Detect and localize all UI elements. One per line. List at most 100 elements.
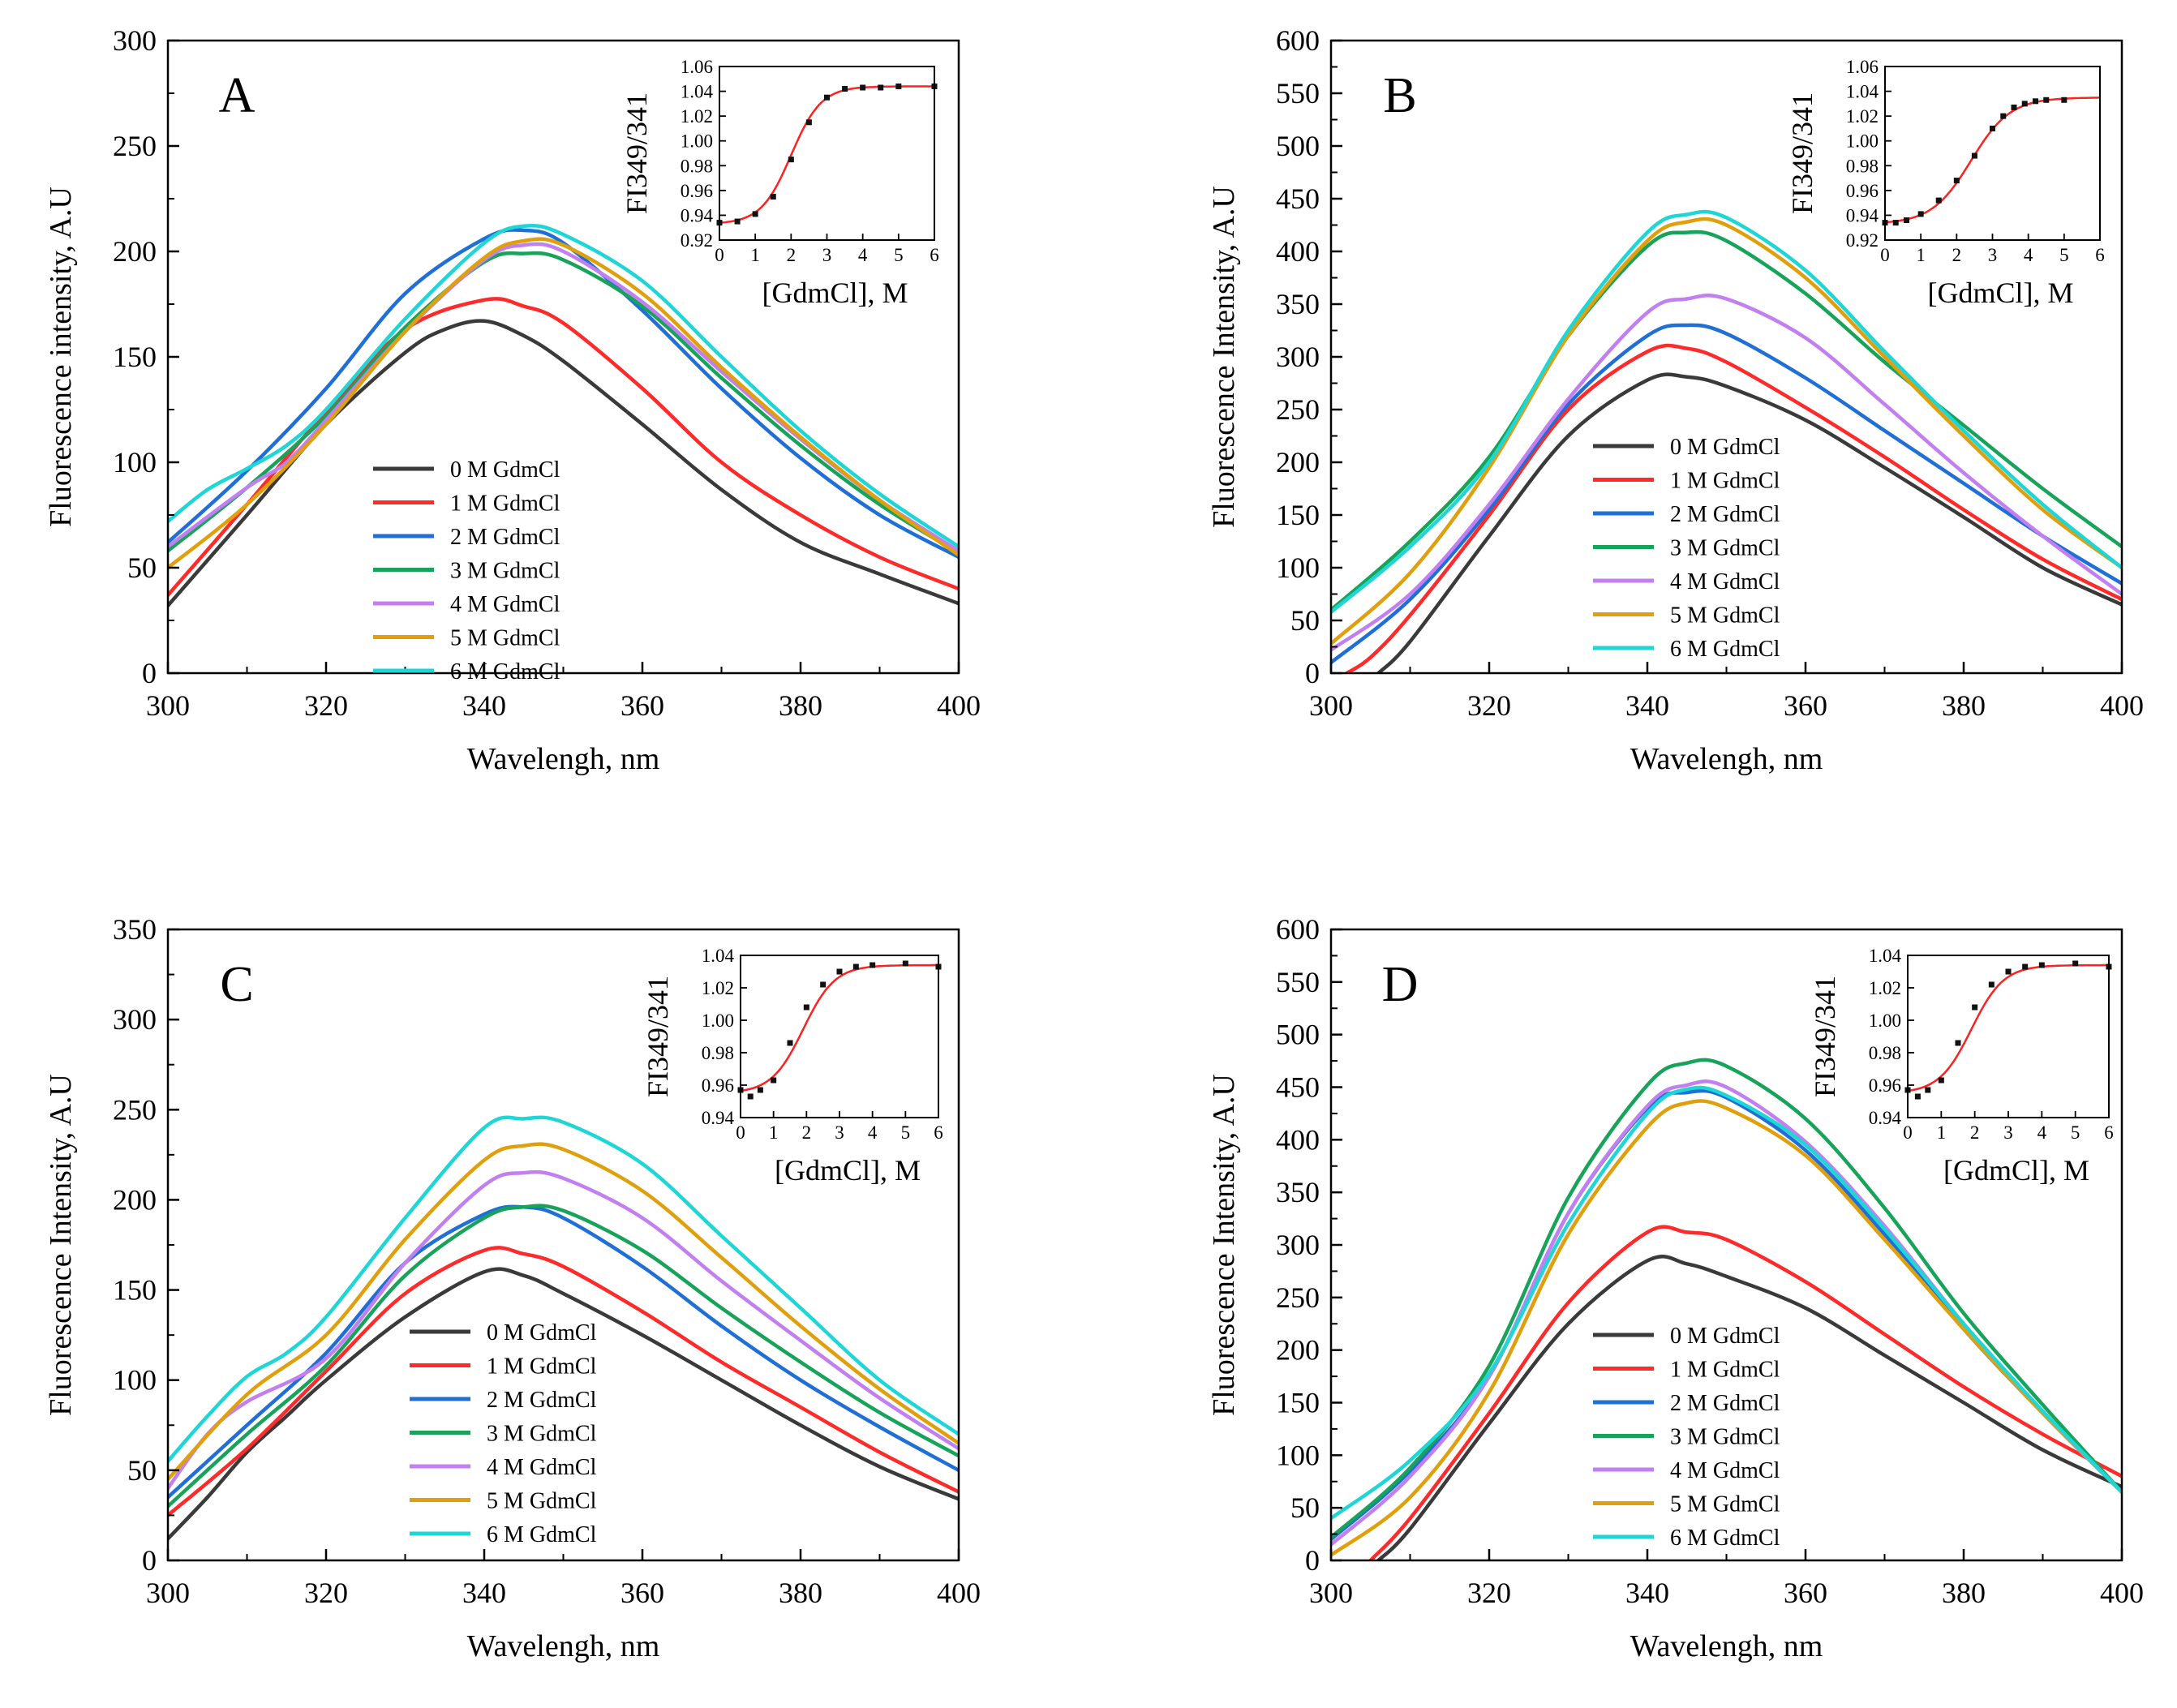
inset-x-tick-label: 6 bbox=[930, 245, 939, 265]
inset-x-tick-label: 6 bbox=[934, 1122, 943, 1143]
inset-data-point bbox=[1938, 1077, 1944, 1084]
legend-label: 3 M GdmCl bbox=[450, 559, 560, 584]
inset-y-tick-label: 0.96 bbox=[681, 181, 713, 201]
legend-label: 0 M GdmCl bbox=[1670, 1324, 1780, 1349]
y-tick-label: 250 bbox=[1276, 1281, 1320, 1314]
series-line-5m bbox=[1331, 1099, 2122, 1557]
inset-x-tick-label: 0 bbox=[736, 1122, 745, 1143]
inset-x-tick-label: 5 bbox=[2059, 245, 2069, 265]
inset-data-point bbox=[747, 1093, 754, 1100]
y-tick-label: 50 bbox=[1290, 604, 1320, 637]
inset-data-point bbox=[1935, 197, 1942, 204]
inset-x-tick-label: 4 bbox=[2037, 1122, 2047, 1143]
inset-x-tick-label: 5 bbox=[2071, 1122, 2080, 1143]
inset-x-tick-label: 0 bbox=[715, 245, 724, 265]
inset-y-tick-label: 0.94 bbox=[1846, 205, 1879, 225]
series-group bbox=[1331, 1058, 2122, 1560]
inset-x-tick-label: 4 bbox=[858, 245, 868, 265]
inset-x-tick-label: 2 bbox=[802, 1122, 812, 1143]
panel-letter: B bbox=[1383, 68, 1416, 123]
series-line-3m bbox=[168, 251, 959, 556]
inset-y-tick-label: 1.06 bbox=[681, 57, 713, 77]
legend-label: 6 M GdmCl bbox=[1670, 1526, 1780, 1551]
y-tick-label: 0 bbox=[142, 657, 157, 689]
x-tick-label: 360 bbox=[620, 1577, 664, 1609]
inset-x-axis-label: [GdmCl], M bbox=[1943, 1154, 2089, 1187]
inset-data-point bbox=[902, 960, 908, 967]
inset-y-tick-label: 0.96 bbox=[1846, 181, 1879, 201]
panel-letter: C bbox=[220, 957, 253, 1012]
x-tick-label: 300 bbox=[146, 1577, 190, 1609]
legend-label: 1 M GdmCl bbox=[487, 1354, 597, 1380]
inset-data-point bbox=[2072, 960, 2079, 967]
legend-label: 5 M GdmCl bbox=[487, 1489, 597, 1514]
inset-fit-curve bbox=[1907, 963, 2109, 1092]
inset-frame bbox=[1884, 66, 2101, 241]
y-tick-label: 50 bbox=[127, 1454, 157, 1487]
x-tick-label: 380 bbox=[1942, 689, 1986, 722]
inset-y-tick-label: 0.94 bbox=[1869, 1108, 1902, 1128]
inset-data-point bbox=[1955, 1040, 1961, 1046]
inset-y-axis-label: FI349/341 bbox=[620, 92, 653, 214]
inset-x-tick-label: 6 bbox=[2104, 1122, 2114, 1143]
inset-data-point bbox=[787, 1040, 793, 1046]
inset-data-point bbox=[2022, 963, 2029, 970]
series-line-4m bbox=[168, 1169, 959, 1491]
inset-data-point bbox=[2011, 104, 2017, 110]
inset-plot: 0 1 2 3 4 5 6 0.92 0.94 0.96 0.98 1.00 1.02 1.04 1.06 [… bbox=[620, 57, 939, 309]
inset-fit-curve bbox=[1884, 97, 2101, 224]
legend-label: 0 M GdmCl bbox=[450, 457, 560, 483]
inset-y-tick-label: 0.98 bbox=[702, 1043, 734, 1063]
inset-x-tick-label: 2 bbox=[1952, 245, 1962, 265]
y-tick-label: 350 bbox=[1276, 1176, 1320, 1208]
y-tick-label: 600 bbox=[1276, 913, 1320, 946]
x-tick-label: 400 bbox=[937, 689, 981, 722]
legend-label: 2 M GdmCl bbox=[1670, 1391, 1780, 1416]
inset-data-point bbox=[803, 1004, 809, 1011]
x-axis-label: Wavelengh, nm bbox=[1630, 742, 1823, 776]
x-tick-label: 340 bbox=[1625, 1577, 1669, 1609]
inset-data-point bbox=[805, 119, 812, 126]
legend-label: 3 M GdmCl bbox=[1670, 536, 1780, 561]
inset-data-point bbox=[2021, 101, 2028, 107]
x-tick-label: 320 bbox=[1467, 689, 1511, 722]
series-line-3m bbox=[1331, 230, 2122, 612]
panel-d: 300 320 340 360 380 4000501001502002503003504… bbox=[1207, 913, 2144, 1663]
series-line-2m bbox=[1331, 323, 2122, 665]
series-line-0m bbox=[168, 1267, 959, 1541]
series-line-0m bbox=[1376, 1255, 2122, 1560]
inset-x-tick-label: 3 bbox=[835, 1122, 844, 1143]
x-tick-label: 320 bbox=[1467, 1577, 1511, 1609]
legend-label: 3 M GdmCl bbox=[487, 1422, 597, 1447]
y-tick-label: 250 bbox=[113, 130, 157, 162]
inset-data-point bbox=[852, 963, 859, 970]
inset-y-tick-label: 0.98 bbox=[681, 156, 713, 176]
inset-x-tick-label: 3 bbox=[822, 245, 832, 265]
legend-label: 2 M GdmCl bbox=[487, 1388, 597, 1413]
series-line-6m bbox=[1331, 1085, 2122, 1521]
y-tick-label: 450 bbox=[1276, 1071, 1320, 1104]
inset-data-point bbox=[2043, 97, 2050, 103]
series-line-1m bbox=[1345, 343, 2122, 673]
x-tick-label: 380 bbox=[779, 1577, 822, 1609]
legend-label: 1 M GdmCl bbox=[450, 491, 560, 517]
inset-data-point bbox=[757, 1087, 763, 1093]
x-axis-label: Wavelengh, nm bbox=[467, 1629, 660, 1663]
y-axis-label: Fluorescence intensity, A.U bbox=[44, 187, 78, 527]
y-tick-label: 50 bbox=[127, 551, 157, 584]
inset-y-axis-label: FI349/341 bbox=[1809, 976, 1841, 1097]
legend: 0 M GdmCl 1 M GdmCl 2 M GdmCl 3 M GdmCl 4 M … bbox=[1593, 1324, 1780, 1551]
legend-label: 6 M GdmCl bbox=[487, 1522, 597, 1547]
y-tick-label: 50 bbox=[1290, 1491, 1320, 1524]
y-tick-label: 100 bbox=[113, 1364, 157, 1397]
y-tick-label: 150 bbox=[113, 1274, 157, 1307]
legend-label: 6 M GdmCl bbox=[450, 659, 560, 684]
inset-y-tick-label: 0.92 bbox=[681, 230, 713, 251]
inset-y-tick-label: 1.04 bbox=[1869, 946, 1902, 966]
inset-x-tick-label: 2 bbox=[787, 245, 797, 265]
inset-x-axis-label: [GdmCl], M bbox=[775, 1154, 921, 1187]
inset-data-point bbox=[2061, 97, 2068, 103]
y-tick-label: 250 bbox=[1276, 393, 1320, 426]
inset-data-point bbox=[1917, 211, 1924, 217]
inset-data-point bbox=[771, 1077, 777, 1084]
